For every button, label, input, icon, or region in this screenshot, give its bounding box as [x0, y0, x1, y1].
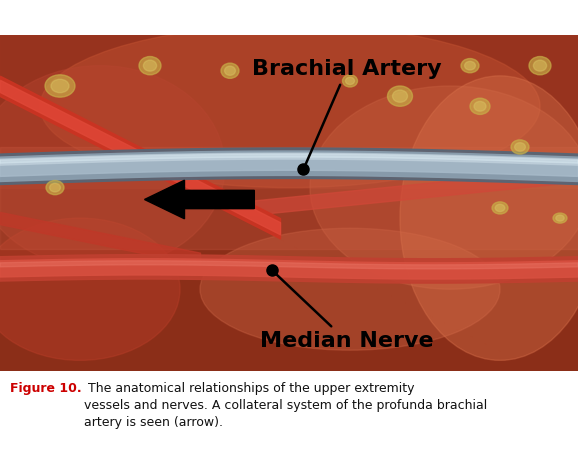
Text: Figure 10.: Figure 10.: [10, 382, 82, 395]
Ellipse shape: [143, 60, 157, 71]
Ellipse shape: [50, 183, 60, 192]
Ellipse shape: [392, 90, 407, 102]
Text: The anatomical relationships of the upper extremity
vessels and nerves. A collat: The anatomical relationships of the uppe…: [84, 382, 487, 429]
FancyArrow shape: [144, 180, 254, 219]
Ellipse shape: [0, 66, 225, 269]
Ellipse shape: [492, 202, 508, 214]
Ellipse shape: [40, 25, 540, 188]
Ellipse shape: [200, 228, 500, 350]
Ellipse shape: [533, 60, 547, 71]
Bar: [0, 35, 578, 188]
Ellipse shape: [0, 218, 180, 360]
Ellipse shape: [470, 98, 490, 114]
Ellipse shape: [221, 63, 239, 78]
Ellipse shape: [465, 61, 475, 70]
Text: Median Nerve: Median Nerve: [260, 272, 434, 351]
Ellipse shape: [495, 204, 505, 212]
Ellipse shape: [343, 75, 358, 87]
Ellipse shape: [474, 101, 486, 111]
Ellipse shape: [310, 86, 578, 289]
Ellipse shape: [553, 213, 567, 223]
Ellipse shape: [46, 181, 64, 195]
Bar: [0, 147, 578, 249]
Ellipse shape: [529, 56, 551, 75]
Ellipse shape: [51, 79, 69, 93]
Ellipse shape: [387, 86, 413, 106]
Ellipse shape: [346, 77, 354, 84]
Ellipse shape: [139, 56, 161, 75]
Ellipse shape: [400, 76, 578, 360]
Ellipse shape: [45, 75, 75, 97]
Text: Brachial Artery: Brachial Artery: [252, 60, 442, 167]
Ellipse shape: [461, 59, 479, 73]
Ellipse shape: [511, 140, 529, 154]
Ellipse shape: [556, 215, 564, 221]
Ellipse shape: [225, 66, 235, 76]
Ellipse shape: [514, 143, 525, 151]
Text: LEFT UPPER ARM – AXILLA TO LEFT: LEFT UPPER ARM – AXILLA TO LEFT: [131, 10, 447, 25]
